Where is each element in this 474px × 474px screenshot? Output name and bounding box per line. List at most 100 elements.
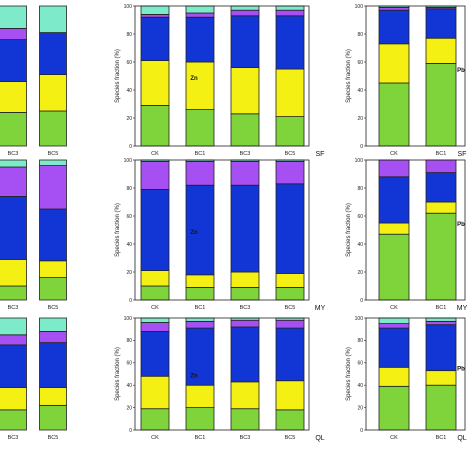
bar-segment-ck-s2: [140, 270, 170, 287]
bar-segment-bc3-s1: [0, 285, 27, 301]
bar-segment-ck-s4: [378, 159, 410, 178]
bar-segment-bc3-s2: [0, 81, 27, 113]
x-tick-label: CK: [151, 151, 159, 157]
bar-segment-bc3-s1: [230, 113, 260, 147]
metal-label: Pb: [457, 222, 465, 228]
bar-segment-bc1-s4: [185, 320, 215, 329]
chart-right-QL: CK BC1 0 20 40 60 80 100 Species fraction (%) Pb Q…: [346, 316, 467, 442]
y-tick-label: 0: [129, 428, 132, 434]
y-tick-label: 0: [129, 298, 132, 304]
y-tick-label: 20: [126, 116, 132, 122]
bar-segment-ck-s3: [140, 188, 170, 271]
y-tick-label: 0: [360, 144, 363, 150]
bar-segment-bc3-s1: [0, 409, 27, 431]
bar-segment-bc1-s2: [425, 37, 457, 64]
bar-segment-bc3-s5: [0, 317, 27, 336]
y-tick-label: 80: [126, 338, 132, 344]
bar-segment-ck-s2: [378, 43, 410, 84]
bar-segment-ck-s4: [378, 323, 410, 329]
bar-segment-bc1-s4: [425, 320, 457, 326]
bar-segment-bc1-s4: [185, 12, 215, 18]
y-tick-label: 100: [124, 158, 133, 164]
y-tick-label: 60: [126, 214, 132, 220]
y-axis-label: Species fraction (%): [115, 203, 121, 257]
bar-segment-bc3-s4: [230, 160, 260, 186]
x-tick-label: BC5: [48, 435, 59, 441]
y-tick-label: 40: [126, 242, 132, 248]
bar-segment-bc5-s2: [275, 380, 305, 411]
chart-middle-MY: CK BC1 BC3 BC5 0 20 40 60 80 100 Species fraction …: [115, 158, 326, 312]
bar-segment-bc3-s1: [0, 112, 27, 147]
y-tick-label: 60: [357, 214, 363, 220]
bar-segment-bc1-s5: [425, 317, 457, 322]
bar-segment-bc1-s2: [185, 61, 215, 110]
bar-segment-bc5-s2: [39, 387, 67, 406]
bar-segment-bc3-s3: [230, 184, 260, 273]
y-tick-label: 100: [355, 4, 364, 10]
bar-segment-bc5-s3: [39, 342, 67, 388]
bar-segment-bc5-s5: [39, 317, 67, 332]
bar-segment-bc5-s4: [275, 9, 305, 17]
bar-segment-bc3-s2: [230, 271, 260, 288]
bar-segment-bc3-s2: [0, 258, 27, 287]
y-tick-label: 40: [357, 242, 363, 248]
bar-segment-bc1-s3: [185, 16, 215, 63]
bar-segment-bc5-s1: [275, 116, 305, 147]
bar-segment-bc5-s4: [275, 319, 305, 329]
bar-segment-ck-s2: [140, 60, 170, 106]
x-tick-label: CK: [390, 151, 398, 157]
bar-segment-ck-s3: [140, 16, 170, 62]
bar-segment-bc5-s1: [39, 404, 67, 431]
bar-segment-bc1-s3: [185, 184, 215, 276]
bar-segment-bc5-s2: [275, 68, 305, 117]
x-tick-label: BC1: [436, 151, 447, 157]
plot-frame: [134, 317, 310, 431]
bar-segment-ck-s4: [378, 7, 410, 11]
y-tick-label: 20: [126, 270, 132, 276]
x-tick-label: BC5: [285, 435, 296, 441]
bar-segment-bc5-s5: [39, 5, 67, 34]
bar-segment-bc5-s3: [275, 327, 305, 382]
x-tick-label: BC1: [436, 435, 447, 441]
x-tick-label: CK: [151, 305, 159, 311]
y-tick-label: 40: [126, 88, 132, 94]
bar-segment-bc3-s3: [0, 39, 27, 82]
x-tick-label: BC5: [48, 151, 59, 157]
y-tick-label: 60: [126, 60, 132, 66]
y-tick-label: 80: [357, 186, 363, 192]
bar-segment-ck-s3: [140, 331, 170, 377]
bar-segment-bc1-s5: [185, 317, 215, 322]
y-axis-label: Species fraction (%): [346, 203, 352, 257]
x-tick-label: BC5: [285, 151, 296, 157]
bar-segment-bc5-s3: [275, 183, 305, 274]
bar-segment-bc3-s4: [230, 319, 260, 328]
y-tick-label: 60: [357, 361, 363, 367]
bar-segment-bc5-s4: [39, 331, 67, 344]
bar-segment-bc5-s1: [39, 277, 67, 301]
chart-left-MY: BC3 BC5: [0, 159, 67, 311]
plot-frame: [365, 5, 466, 147]
y-tick-label: 0: [360, 298, 363, 304]
chart-left-QL: BC3 BC5: [0, 317, 67, 441]
bar-segment-bc3-s2: [230, 67, 260, 115]
x-tick-label: BC1: [195, 435, 206, 441]
metal-label: Zn: [190, 230, 198, 236]
bar-segment-bc3-s3: [230, 15, 260, 68]
bar-segment-ck-s3: [378, 327, 410, 368]
bar-segment-bc3-s5: [0, 5, 27, 29]
y-tick-label: 20: [357, 270, 363, 276]
bar-segment-ck-s1: [140, 285, 170, 301]
bar-segment-bc5-s3: [275, 15, 305, 70]
site-label: MY: [315, 305, 326, 312]
bar-segment-bc5-s4: [39, 165, 67, 210]
bar-segment-ck-s1: [378, 82, 410, 147]
plot-frame: [134, 5, 310, 147]
y-tick-label: 40: [126, 383, 132, 389]
bar-segment-bc1-s3: [425, 172, 457, 203]
bar-segment-ck-s2: [140, 375, 170, 410]
bar-segment-bc1-s3: [425, 324, 457, 372]
bar-segment-ck-s4: [140, 322, 170, 332]
plot-frame: [134, 159, 310, 301]
site-label: SF: [316, 151, 325, 158]
